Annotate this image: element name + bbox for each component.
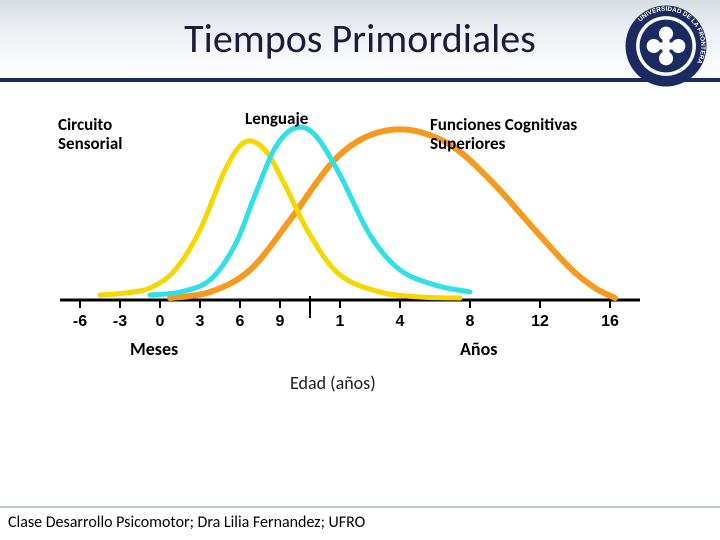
curve-cognitivas <box>170 129 615 298</box>
svg-text:3: 3 <box>196 313 205 330</box>
svg-text:-3: -3 <box>113 313 127 330</box>
svg-text:4: 4 <box>396 313 405 330</box>
svg-text:12: 12 <box>531 313 549 330</box>
svg-text:9: 9 <box>276 313 285 330</box>
svg-text:1: 1 <box>336 313 345 330</box>
series-label-cognitivas-text: Funciones CognitivasSuperiores <box>430 114 577 154</box>
svg-text:8: 8 <box>466 313 475 330</box>
series-label-lenguaje-text: Lenguaje <box>245 108 308 129</box>
header-rule <box>0 78 720 82</box>
series-label-sensorial-text: CircuitoSensorial <box>58 114 122 154</box>
svg-text:16: 16 <box>601 313 619 330</box>
curve-lenguaje <box>150 127 470 295</box>
series-label-lenguaje: Lenguaje <box>245 108 308 129</box>
x-axis-label-anos: Años <box>460 338 497 360</box>
series-label-sensorial: CircuitoSensorial <box>58 116 122 153</box>
page-title: Tiempos Primordiales <box>110 14 610 63</box>
footer-rule <box>0 506 720 508</box>
svg-text:-6: -6 <box>73 313 87 330</box>
svg-text:0: 0 <box>156 313 165 330</box>
footer-text: Clase Desarrollo Psicomotor; Dra Lilia F… <box>8 513 365 532</box>
chart-area: -6-303691481216 CircuitoSensorial Lengua… <box>40 120 680 420</box>
x-axis-label-meses: Meses <box>130 338 178 360</box>
svg-text:6: 6 <box>236 313 245 330</box>
university-logo-icon: UNIVERSIDAD DE LA FRONTERA <box>622 2 710 90</box>
series-label-cognitivas: Funciones CognitivasSuperiores <box>430 116 577 153</box>
slide: Tiempos Primordiales UNIVERSIDAD DE LA F… <box>0 0 720 540</box>
x-axis-caption: Edad (años) <box>290 372 376 394</box>
